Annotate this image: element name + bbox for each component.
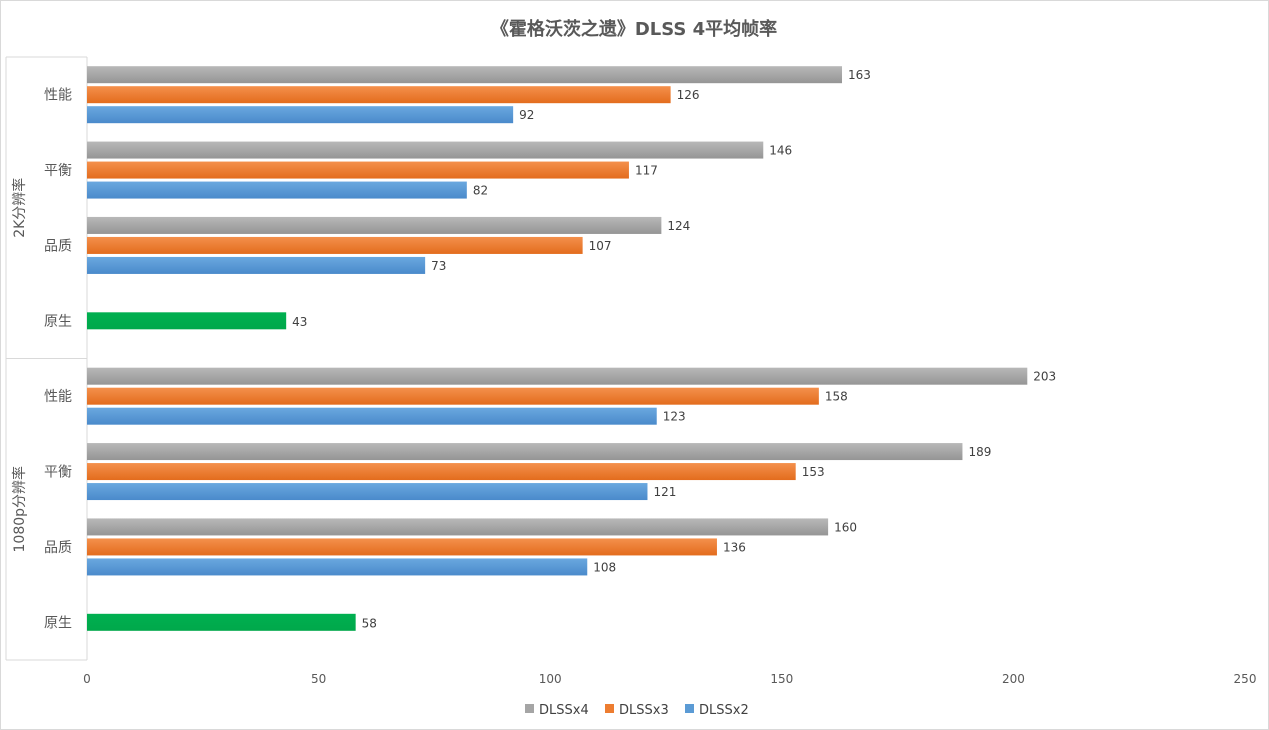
bar-dlssx3 [87,86,671,104]
data-label: 136 [723,540,746,554]
bar-dlssx2 [87,181,467,199]
x-tick-label: 250 [1234,672,1257,686]
bar-dlssx2 [87,407,657,425]
bar-dlssx3 [87,387,819,405]
group-label: 1080p分辨率 [11,466,28,553]
data-label: 146 [769,144,792,158]
category-label: 平衡 [44,465,72,481]
bar-dlssx3 [87,538,717,556]
data-label: 108 [593,560,616,574]
data-label: 203 [1033,370,1056,384]
category-label: 平衡 [44,163,72,179]
legend-swatch-dlssx4 [525,704,534,713]
bar-dlssx4 [87,66,843,84]
data-label: 123 [663,410,686,424]
legend-label: DLSSx3 [619,703,669,718]
data-label: 126 [677,88,700,102]
x-tick-label: 0 [83,672,91,686]
data-label: 160 [834,520,857,534]
legend-swatch-dlssx2 [685,704,694,713]
category-label: 品质 [44,238,72,254]
group-label: 2K分辨率 [11,178,28,238]
bar-dlssx3 [87,161,629,179]
data-label: 73 [431,259,446,273]
legend-label: DLSSx2 [699,703,749,718]
chart-title: 《霍格沃茨之遗》DLSS 4平均帧率 [491,18,777,40]
bar-dlssx3 [87,463,796,481]
data-label: 163 [848,68,871,82]
data-label: 189 [968,445,991,459]
bar-dlssx4 [87,518,829,536]
data-label: 58 [362,616,377,630]
bar-dlssx4 [87,216,662,234]
bar-dlssx2 [87,558,588,576]
bar-dlssx2 [87,483,648,501]
bar-dlssx2 [87,106,514,124]
category-label: 性能 [44,389,72,405]
data-label: 158 [825,390,848,404]
x-tick-label: 200 [1002,672,1025,686]
bar-dlssx2 [87,256,426,274]
bar-dlssx4 [87,443,963,461]
bar-native [87,312,287,330]
data-label: 43 [292,315,307,329]
data-label: 121 [653,485,676,499]
data-label: 117 [635,164,658,178]
x-tick-label: 100 [539,672,562,686]
x-tick-label: 50 [311,672,326,686]
category-label: 性能 [44,88,72,104]
bar-dlssx3 [87,236,583,254]
bar-dlssx4 [87,367,1028,385]
x-tick-label: 150 [770,672,793,686]
legend-label: DLSSx4 [539,703,589,718]
data-label: 92 [519,108,534,122]
data-label: 107 [589,239,612,253]
bar-native [87,613,356,631]
category-label: 原生 [44,615,72,631]
data-label: 153 [802,465,825,479]
data-label: 124 [667,219,690,233]
legend-swatch-dlssx3 [605,704,614,713]
category-label: 原生 [44,314,72,330]
data-label: 82 [473,184,488,198]
bar-dlssx4 [87,141,764,159]
category-label: 品质 [44,540,72,556]
